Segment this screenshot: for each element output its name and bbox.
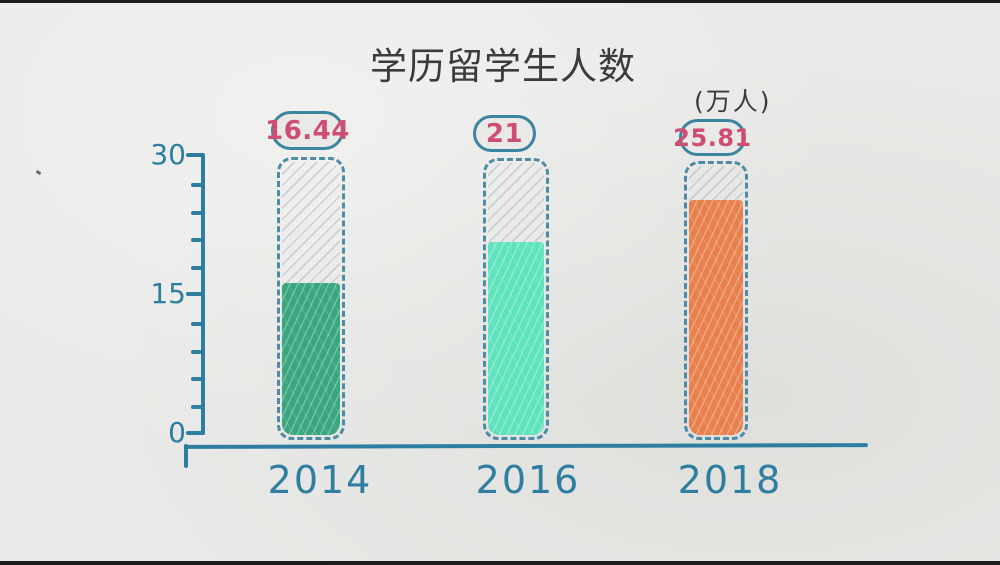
unit-label: (万人) xyxy=(694,87,772,116)
y-tick-label-30: 30 xyxy=(150,138,186,171)
value-pill-2014: 16.44 xyxy=(265,111,349,150)
value-label-2014: 16.44 xyxy=(265,115,350,146)
y-axis-major-tick-15 xyxy=(186,292,205,296)
y-axis-major-tick-0 xyxy=(186,431,205,435)
y-tick-label-15: 15 xyxy=(150,277,186,310)
y-axis-minor-tick xyxy=(191,238,205,242)
y-axis-minor-tick xyxy=(191,350,205,354)
y-axis-minor-tick xyxy=(191,183,205,187)
y-axis-minor-tick xyxy=(191,405,205,409)
bar-2014-fill xyxy=(282,283,340,435)
bar-2016 xyxy=(483,158,549,440)
chart-title: 学历留学生人数 xyxy=(370,45,636,88)
year-label-2014: 2014 xyxy=(267,458,373,502)
y-axis-major-tick-30 xyxy=(186,153,205,157)
y-axis-minor-tick xyxy=(191,322,205,326)
x-axis-line xyxy=(184,443,869,449)
value-label-2018: 25.81 xyxy=(673,123,752,152)
value-pill-2018: 25.81 xyxy=(673,119,751,156)
y-axis-minor-tick xyxy=(191,266,205,270)
value-label-2016: 21 xyxy=(485,118,524,149)
year-label-2018: 2018 xyxy=(677,458,783,502)
bar-2016-fill xyxy=(488,241,544,435)
x-axis-left-stub xyxy=(184,444,188,468)
value-pill-2016: 21 xyxy=(473,115,536,152)
bar-2018 xyxy=(684,161,748,440)
year-label-2016: 2016 xyxy=(475,458,581,502)
bar-2018-fill xyxy=(689,200,743,435)
y-axis-minor-tick xyxy=(191,377,205,381)
y-tick-label-0: 0 xyxy=(168,416,186,449)
bar-2014 xyxy=(277,157,345,440)
paper-speck xyxy=(35,169,42,176)
letterbox-bar-bottom xyxy=(0,561,1000,565)
y-axis-minor-tick xyxy=(191,211,205,215)
letterbox-bar-top xyxy=(0,0,1000,3)
